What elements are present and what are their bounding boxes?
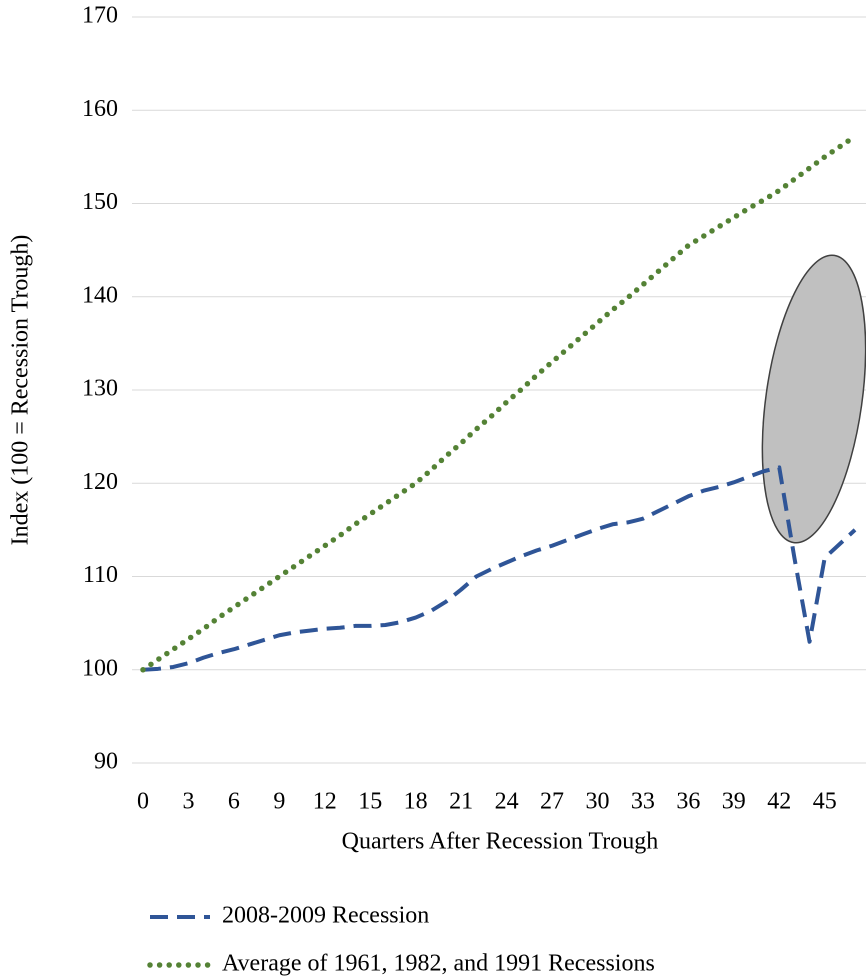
legend-label: Average of 1961, 1982, and 1991 Recessio…: [222, 951, 655, 977]
x-tick-label: 0: [137, 789, 149, 815]
x-tick-label: 33: [631, 789, 655, 815]
x-tick-label: 12: [313, 789, 337, 815]
y-tick-label: 150: [82, 189, 118, 215]
x-tick-label: 24: [495, 789, 519, 815]
y-tick-label: 140: [82, 282, 118, 308]
x-tick-label: 45: [813, 789, 837, 815]
x-tick-label: 36: [676, 789, 700, 815]
x-tick-label: 3: [182, 789, 194, 815]
y-tick-label: 110: [83, 562, 118, 588]
highlight-ellipse: [761, 254, 866, 544]
y-tick-label: 160: [82, 96, 118, 122]
x-tick-label: 9: [273, 789, 285, 815]
y-tick-label: 90: [94, 749, 118, 775]
x-tick-label: 30: [585, 789, 609, 815]
x-tick-label: 21: [449, 789, 473, 815]
y-axis-title: Index (100 = Recession Trough): [8, 235, 34, 546]
y-tick-label: 130: [82, 376, 118, 402]
series-line: [140, 133, 858, 673]
y-tick-label: 120: [82, 469, 118, 495]
x-tick-label: 42: [767, 789, 791, 815]
legend-label: 2008-2009 Recession: [222, 903, 429, 929]
x-tick-label: 15: [358, 789, 382, 815]
series-line: [142, 465, 857, 672]
x-tick-label: 6: [228, 789, 240, 815]
y-tick-label: 100: [82, 655, 118, 681]
x-tick-label: 18: [404, 789, 428, 815]
x-tick-label: 27: [540, 789, 564, 815]
x-tick-label: 39: [722, 789, 746, 815]
y-tick-label: 170: [82, 3, 118, 29]
x-axis-title: Quarters After Recession Trough: [342, 829, 659, 855]
